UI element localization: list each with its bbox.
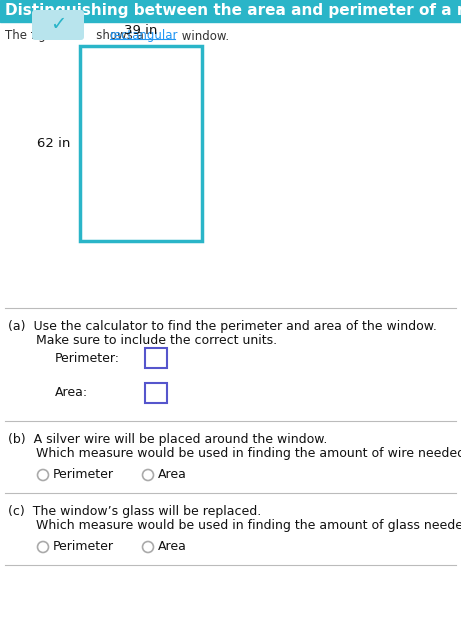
Text: Perimeter: Perimeter [53,541,114,553]
Bar [0,0,461,22]
FancyBboxPatch shape [32,10,84,40]
Bar [145,348,167,368]
Text: The figure    shows a: The figure shows a [5,30,148,43]
Text: Perimeter:: Perimeter: [55,352,120,364]
Text: Area: Area [158,541,187,553]
Text: Area: Area [158,468,187,482]
Text: rectangular: rectangular [110,30,178,43]
Bar [80,46,202,241]
Text: Distinguishing between the area and perimeter of a rec...: Distinguishing between the area and peri… [5,4,461,18]
Text: 39 in: 39 in [124,24,158,37]
Text: window.: window. [178,30,229,43]
Text: ✓: ✓ [50,16,66,35]
Text: Perimeter: Perimeter [53,468,114,482]
Text: Make sure to include the correct units.: Make sure to include the correct units. [8,334,277,347]
Text: Which measure would be used in finding the amount of wire needed?: Which measure would be used in finding t… [8,447,461,460]
Bar [145,383,167,403]
Text: 62 in: 62 in [36,137,70,150]
Text: (a)  Use the calculator to find the perimeter and area of the window.: (a) Use the calculator to find the perim… [8,320,437,333]
Text: (c)  The window’s glass will be replaced.: (c) The window’s glass will be replaced. [8,505,261,518]
Text: Area:: Area: [55,386,88,399]
Text: (b)  A silver wire will be placed around the window.: (b) A silver wire will be placed around … [8,433,327,446]
Text: Which measure would be used in finding the amount of glass needed?: Which measure would be used in finding t… [8,519,461,532]
